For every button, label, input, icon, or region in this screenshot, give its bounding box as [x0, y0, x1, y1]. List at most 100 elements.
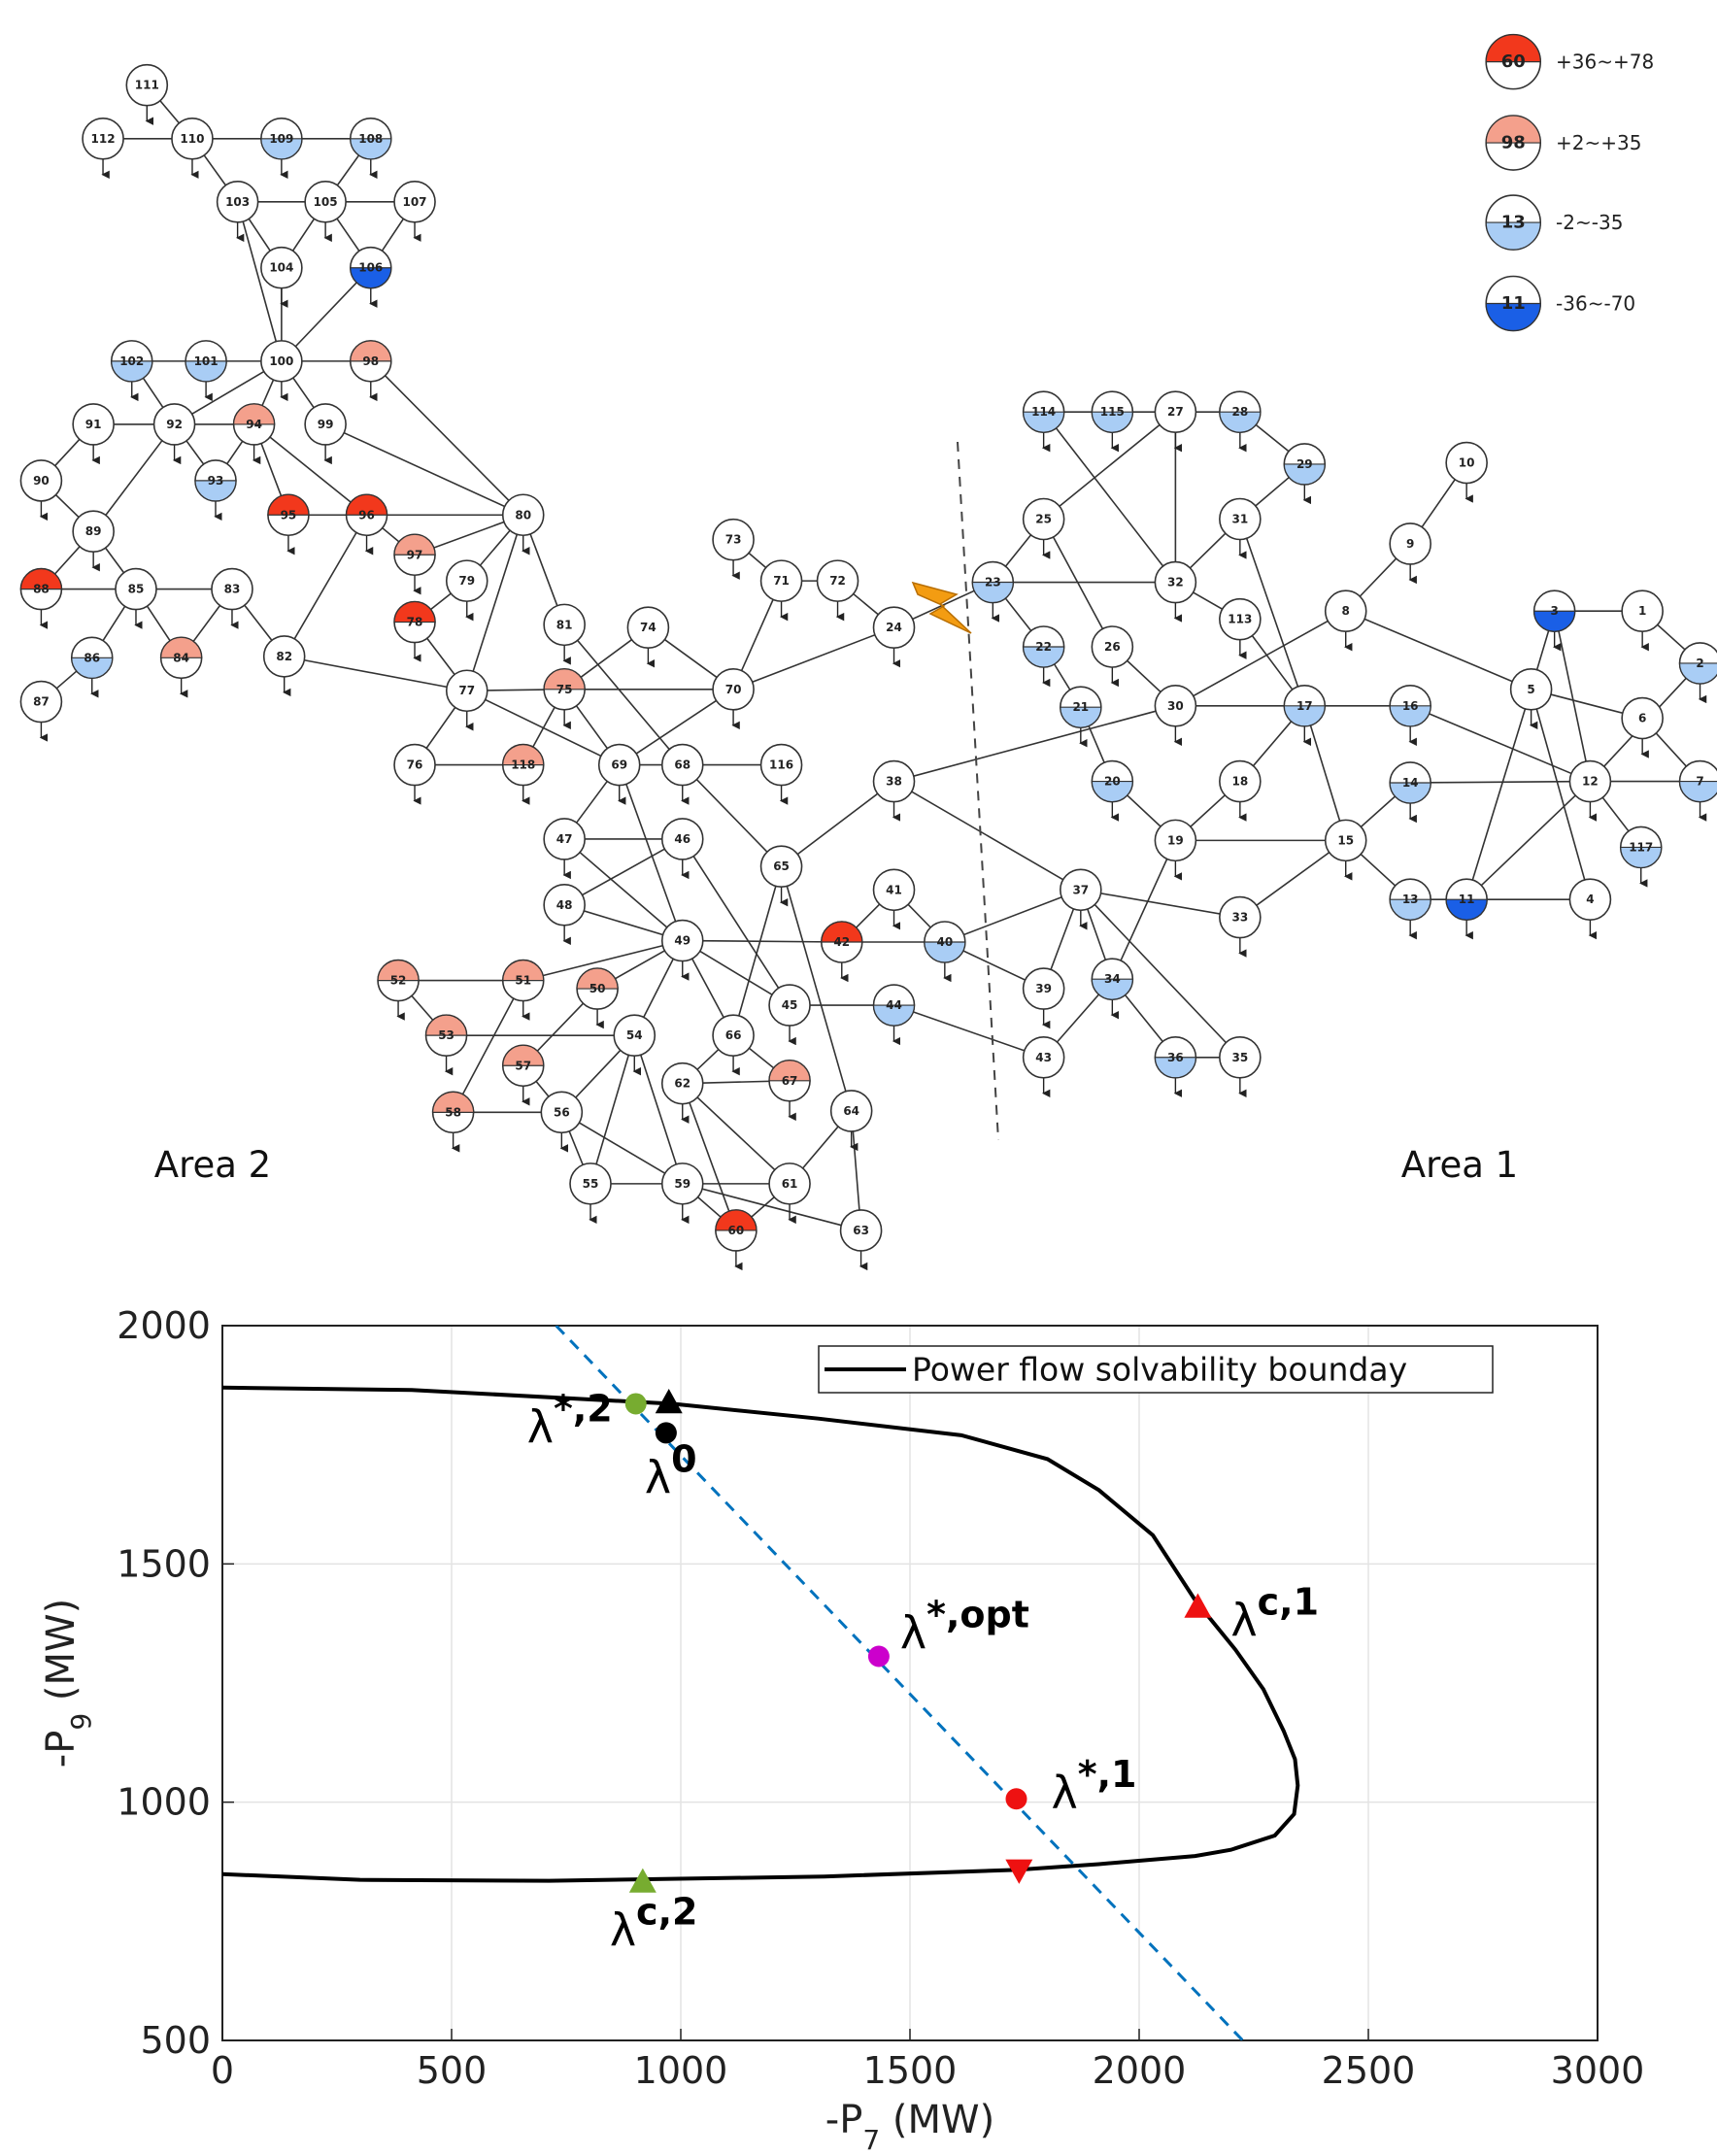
bus-label: 56 [554, 1105, 570, 1119]
bus: 10 [1446, 443, 1487, 499]
x-tick-label: 500 [417, 2049, 488, 2092]
bus-label: 78 [407, 616, 423, 629]
x-tick-label: 2000 [1093, 2049, 1187, 2092]
bus-label: 6 [1638, 712, 1646, 725]
bus-label: 44 [886, 998, 902, 1012]
y-axis-label-part: 9 [65, 1713, 97, 1731]
chart: 050010001500200025003000500100015002000-… [39, 1304, 1644, 2156]
bus: 105 [305, 182, 346, 238]
bus: 117 [1621, 826, 1662, 883]
bus: 97 [394, 534, 435, 590]
bus: 91 [73, 404, 114, 460]
bus-label: 37 [1072, 883, 1089, 896]
branch [894, 1005, 1044, 1058]
bus-label: 8 [1342, 604, 1350, 618]
y-tick-label: 500 [140, 2019, 211, 2062]
bus: 64 [831, 1091, 872, 1147]
bus: 12 [1569, 761, 1610, 818]
figure: 1234567891011121314151617181920212223242… [0, 0, 1717, 2156]
bus: 19 [1155, 820, 1195, 876]
bus-label: 41 [886, 883, 902, 896]
bus: 31 [1220, 498, 1261, 555]
bus: 36 [1155, 1037, 1195, 1094]
bus: 111 [126, 65, 167, 121]
bus-label: 38 [886, 775, 902, 789]
bus-label: 99 [318, 418, 334, 431]
bus-label: 19 [1167, 833, 1184, 847]
bus-label: 85 [128, 583, 145, 596]
bus-label: 43 [1035, 1051, 1052, 1064]
bus: 104 [261, 248, 302, 304]
bus-label: 72 [829, 574, 846, 588]
bus-label: 94 [246, 418, 262, 431]
point-label-symbol: λ [527, 1400, 554, 1453]
branch [634, 1035, 682, 1184]
legend-range: +36~+78 [1556, 51, 1654, 74]
branch [683, 1084, 790, 1184]
bus: 33 [1220, 897, 1261, 954]
bus-label: 13 [1501, 213, 1526, 233]
legend-item: 60 +36~+78 [1486, 35, 1654, 89]
bus: 55 [570, 1163, 611, 1220]
branch [1410, 782, 1590, 783]
bus: 118 [503, 745, 544, 801]
bus-label: 7 [1696, 775, 1703, 789]
bus: 65 [761, 846, 802, 902]
bus-label: 34 [1104, 972, 1121, 986]
bus: 32 [1155, 562, 1195, 619]
bus-label: 2 [1696, 657, 1703, 670]
bus-label: 105 [314, 195, 338, 209]
bus-label: 5 [1527, 683, 1534, 696]
bus: 85 [116, 569, 156, 625]
bus-label: 25 [1035, 512, 1052, 525]
bus: 68 [662, 745, 703, 801]
bus: 2 [1680, 643, 1717, 699]
bus-label: 104 [269, 261, 293, 275]
bus: 27 [1155, 391, 1195, 448]
bus: 7 [1680, 761, 1717, 818]
bus: 57 [503, 1045, 544, 1101]
y-tick-label: 2000 [117, 1304, 211, 1347]
buses: 1234567891011121314151617181920212223242… [20, 65, 1717, 1266]
bus-label: 60 [728, 1224, 745, 1237]
bus-label: 103 [225, 195, 250, 209]
bus-label: 14 [1402, 776, 1419, 790]
point-label: λ*,opt [900, 1594, 1029, 1660]
bus: 42 [822, 922, 862, 978]
bus-label: 60 [1501, 51, 1526, 72]
area-label: Area 1 [1401, 1144, 1518, 1186]
fault-symbol [913, 583, 971, 633]
bus: 95 [268, 494, 309, 551]
bus: 39 [1024, 968, 1064, 1025]
bus: 99 [305, 404, 346, 460]
bus-label: 83 [224, 583, 241, 596]
bus-label: 1 [1638, 604, 1646, 618]
branch [683, 941, 842, 942]
branch [894, 706, 1176, 782]
bus-label: 28 [1231, 405, 1248, 419]
branch [285, 657, 467, 691]
bus-label: 11 [1501, 293, 1526, 314]
bus-label: 91 [85, 418, 102, 431]
bus-label: 15 [1337, 833, 1354, 847]
point-label-symbol: λ [900, 1607, 926, 1660]
point-label-superscript: 0 [671, 1437, 696, 1480]
y-axis-label: -P9 (MW) [39, 1599, 97, 1768]
bus-label: 113 [1228, 613, 1252, 626]
bus: 24 [874, 607, 915, 663]
point-label-symbol: λ [1052, 1767, 1078, 1819]
bus: 8 [1326, 590, 1366, 647]
bus-label: 112 [91, 132, 116, 146]
legend-range: +2~+35 [1556, 131, 1641, 154]
area-label: Area 2 [154, 1144, 271, 1186]
bus-label: 42 [833, 935, 850, 949]
bus-label: 64 [843, 1104, 859, 1118]
area-boundary [958, 442, 998, 1140]
bus-label: 70 [725, 683, 742, 696]
bus: 73 [713, 520, 754, 576]
bus: 92 [154, 404, 195, 460]
bus: 107 [394, 182, 435, 238]
bus-label: 101 [194, 354, 219, 368]
bus: 38 [874, 761, 915, 818]
bus: 4 [1569, 879, 1610, 935]
